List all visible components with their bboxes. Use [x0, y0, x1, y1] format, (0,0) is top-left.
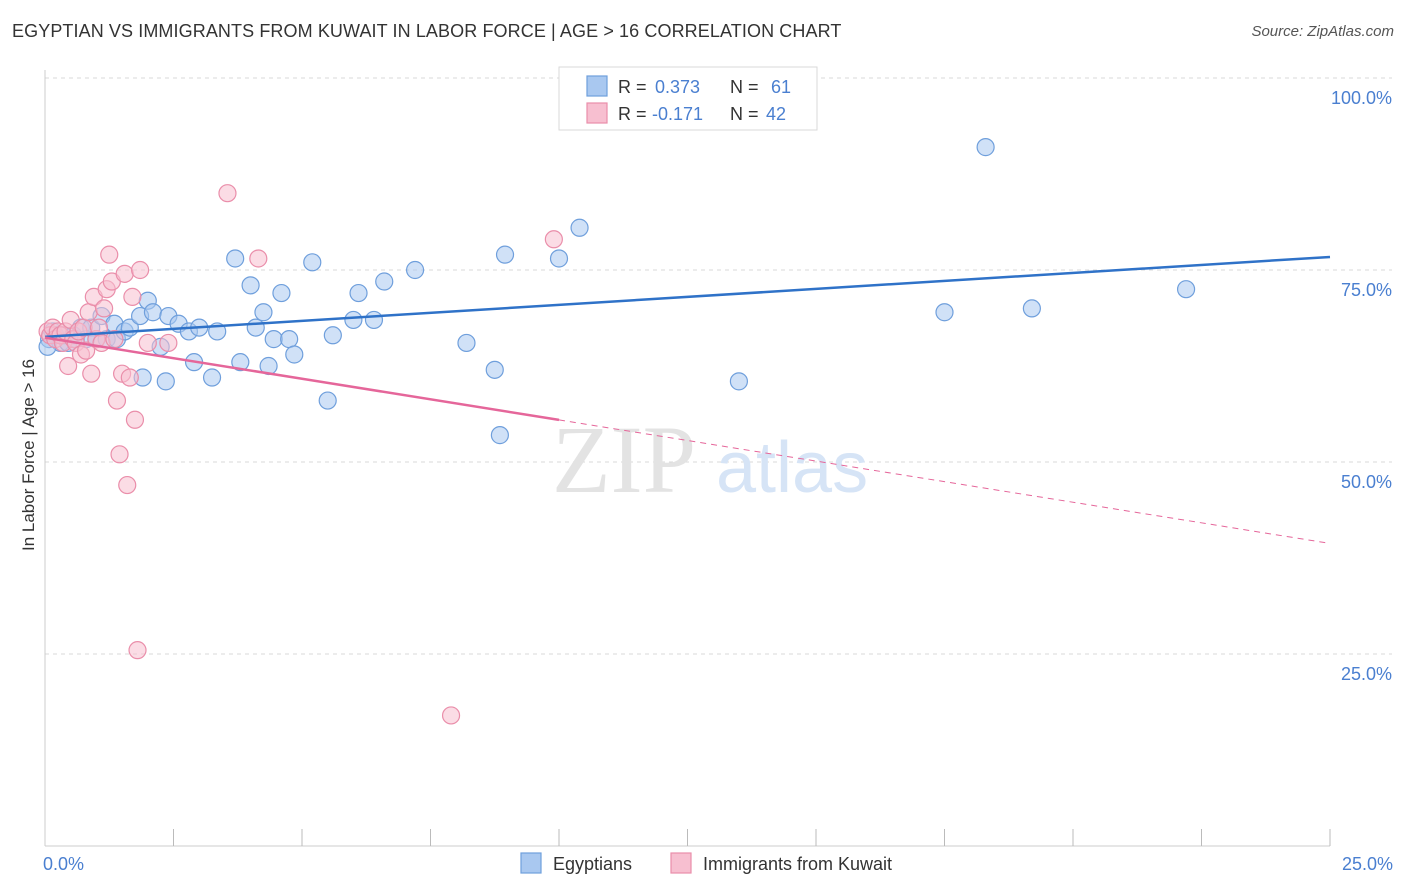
kuwait-point [95, 299, 114, 318]
trend-line-kuwait-extension [558, 419, 1331, 544]
trend-lines [44, 255, 1331, 544]
egyptians-point [344, 310, 363, 330]
kuwait-point [159, 333, 178, 353]
egyptians-point [323, 326, 342, 345]
egyptians-point [935, 303, 954, 322]
chart-title: EGYPTIAN VS IMMIGRANTS FROM KUWAIT IN LA… [12, 21, 842, 41]
egyptians-point [1176, 280, 1196, 299]
legend-n-value-kuwait: 42 [766, 104, 786, 124]
legend-n-label-egyptians: N = [730, 77, 759, 97]
kuwait-point [77, 341, 96, 360]
trend-line-egyptians [44, 255, 1331, 339]
legend-n-label-kuwait: N = [730, 104, 759, 124]
axes: 25.0% 50.0% 75.0% 100.0% 0.0% 25.0% [43, 70, 1393, 874]
egyptians-point [1022, 299, 1041, 318]
kuwait-point [82, 364, 101, 383]
y-tick-label: 50.0% [1341, 472, 1392, 492]
egyptians-point [280, 330, 299, 349]
kuwait-point [249, 249, 268, 268]
kuwait-point [218, 184, 237, 203]
egyptians-point [375, 272, 394, 291]
kuwait-point [128, 641, 147, 660]
kuwait-point [120, 368, 139, 387]
egyptians-point [976, 138, 995, 157]
egyptians-point [405, 260, 425, 280]
x-tick-label: 25.0% [1342, 854, 1393, 874]
egyptians-point [272, 283, 291, 303]
legend-r-value-egyptians: 0.373 [655, 77, 700, 97]
legend-bottom: Egyptians Immigrants from Kuwait [520, 852, 892, 874]
grid [45, 77, 1392, 655]
y-tick-label: 100.0% [1331, 88, 1392, 108]
legend-n-value-egyptians: 61 [771, 77, 791, 97]
legend-bottom-label-egyptians: Egyptians [553, 854, 632, 874]
kuwait-point [130, 260, 150, 280]
kuwait-point [441, 706, 461, 725]
egyptians-point [156, 372, 175, 391]
legend-r-label-kuwait: R = [618, 104, 647, 124]
egyptians-point [490, 426, 509, 445]
kuwait-point [123, 287, 142, 306]
egyptians-point [349, 283, 368, 303]
egyptians-point [495, 245, 515, 264]
y-axis-title: In Labor Force | Age > 16 [19, 359, 38, 551]
watermark-atlas: atlas [716, 428, 868, 508]
source-label: Source: ZipAtlas.com [1251, 23, 1394, 40]
egyptians-point [318, 391, 337, 410]
legend-bottom-swatch-kuwait [670, 852, 692, 874]
egyptians-point [549, 249, 569, 268]
legend-swatch-kuwait [586, 102, 608, 124]
egyptians-point [303, 253, 322, 272]
kuwait-point [107, 391, 127, 410]
egyptians-point [226, 249, 245, 268]
egyptians-point [143, 303, 163, 322]
egyptians-point [202, 368, 222, 387]
watermark-zip: ZIP [552, 406, 696, 513]
legend-bottom-label-kuwait: Immigrants from Kuwait [703, 854, 892, 874]
egyptians-point [364, 310, 384, 330]
x-tick-label: 0.0% [43, 854, 84, 874]
legend-r-label-egyptians: R = [618, 77, 647, 97]
egyptians-point [457, 333, 476, 353]
legend-bottom-swatch-egyptians [520, 852, 542, 874]
legend-r-value-kuwait: -0.171 [652, 104, 703, 124]
egyptians-point [254, 303, 273, 322]
kuwait-point [100, 245, 119, 264]
kuwait-point [79, 303, 98, 322]
kuwait-point [138, 333, 157, 353]
egyptians-point [264, 330, 283, 349]
legend-top: R = 0.373 N = 61 R = -0.171 N = 42 [558, 66, 818, 131]
kuwait-point [110, 445, 129, 464]
egyptians-point [729, 372, 749, 391]
y-tick-label: 25.0% [1341, 664, 1392, 684]
egyptians-point [246, 318, 265, 337]
kuwait-point [125, 410, 145, 429]
egyptians-point [570, 218, 589, 237]
y-tick-label: 75.0% [1341, 280, 1392, 300]
kuwait-point [115, 264, 134, 283]
egyptians-point [485, 360, 504, 379]
kuwait-point [59, 356, 78, 376]
legend-swatch-egyptians [586, 75, 608, 97]
kuwait-point [118, 475, 137, 495]
trend-line-kuwait [44, 336, 560, 422]
egyptians-point [231, 353, 250, 372]
kuwait-point [544, 230, 563, 249]
egyptians-point [241, 276, 260, 295]
egyptians-point [285, 345, 304, 364]
